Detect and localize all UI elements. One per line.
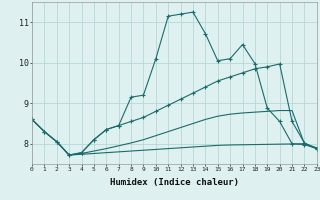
X-axis label: Humidex (Indice chaleur): Humidex (Indice chaleur) xyxy=(110,178,239,187)
